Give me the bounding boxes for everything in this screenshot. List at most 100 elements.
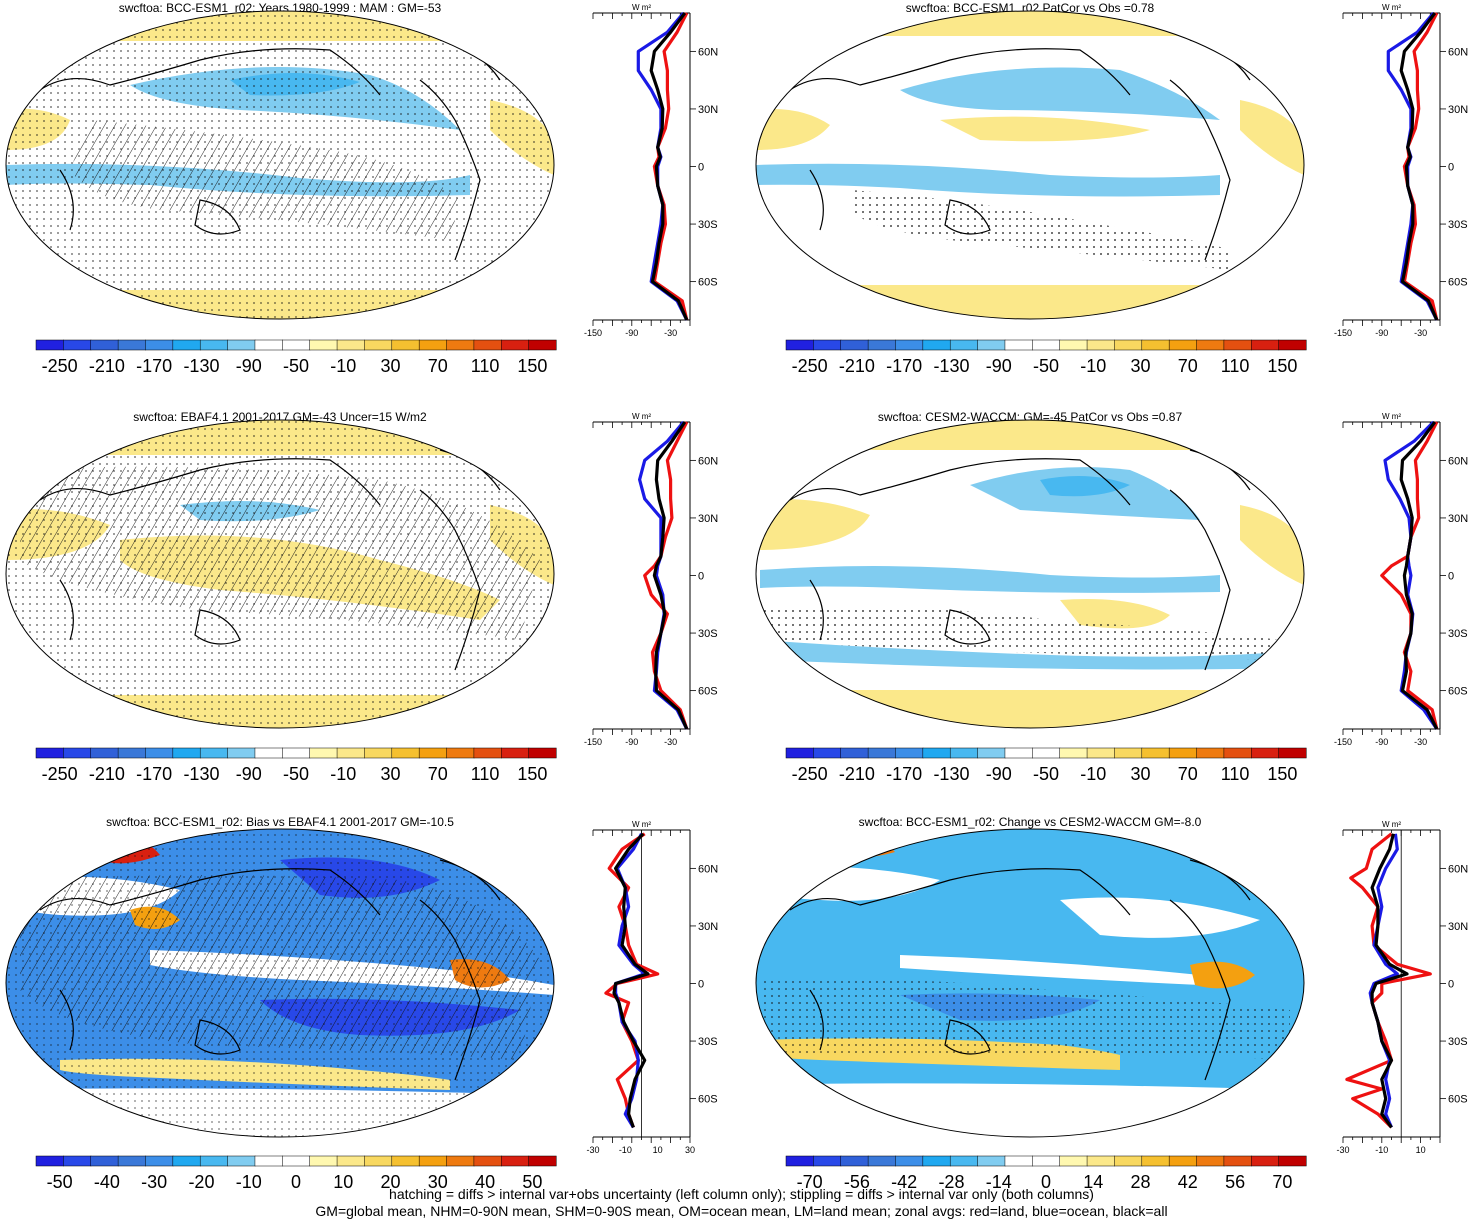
zonal-lat-label: 30N	[698, 921, 718, 933]
map-coastline	[39, 449, 501, 671]
panel-5: swcftoa: BCC-ESM1_r02: Change vs CESM2-W…	[755, 815, 1468, 1192]
colorbar-swatch	[1278, 1155, 1307, 1167]
zonal-ocean-line	[1386, 11, 1439, 321]
zonal-ocean-line	[1368, 833, 1399, 1129]
colorbar-label: 70	[1272, 1172, 1292, 1192]
colorbar-swatch	[172, 339, 201, 351]
colorbar-label: -10	[330, 764, 356, 784]
colorbar-swatch	[1114, 339, 1143, 351]
colorbar-label: 150	[517, 764, 547, 784]
colorbar-swatch	[949, 747, 979, 759]
panel-4-title: swcftoa: BCC-ESM1_r02: Bias vs EBAF4.1 2…	[106, 815, 454, 829]
colorbar-label: -90	[236, 764, 262, 784]
colorbar-swatch	[446, 339, 475, 351]
colorbar-swatch	[336, 339, 365, 351]
colorbar-swatch	[1168, 747, 1198, 759]
colorbar-swatch	[977, 1155, 1006, 1167]
colorbar-label: 30	[1131, 764, 1151, 784]
panel-1-colorbar: -250 -210 -170 -130 -90 -50 -10 30 70 110 150	[785, 339, 1307, 376]
colorbar-label: 10	[333, 1172, 353, 1192]
colorbar-swatch	[254, 747, 283, 759]
panel-2-title: swcftoa: EBAF4.1 2001-2017 GM=-43 Uncer=…	[133, 410, 427, 424]
colorbar-swatch	[1032, 1155, 1061, 1167]
colorbar-swatch	[785, 339, 814, 351]
colorbar-label: -50	[1033, 764, 1059, 784]
panel-2: swcftoa: EBAF4.1 2001-2017 GM=-43 Uncer=…	[5, 410, 718, 784]
colorbar-swatch	[1141, 339, 1170, 351]
zonal-lat-label: 0	[1448, 571, 1454, 583]
zonal-unit: W m²	[1382, 3, 1401, 12]
colorbar-swatch	[227, 747, 256, 759]
colorbar-label: -70	[797, 1172, 823, 1192]
colorbar-label: 14	[1083, 1172, 1103, 1192]
map-hatch	[70, 120, 460, 240]
colorbar-swatch	[501, 339, 530, 351]
colorbar-swatch	[391, 339, 420, 351]
colorbar-swatch	[895, 1155, 924, 1167]
panel-0: swcftoa: BCC-ESM1_r02: Years 1980-1999 :…	[5, 1, 718, 376]
colorbar-swatch	[309, 1155, 338, 1167]
zonal-unit: W m²	[632, 3, 651, 12]
colorbar-swatch	[840, 339, 869, 351]
colorbar-label: -90	[986, 764, 1012, 784]
zonal-lat-label: 60S	[1448, 277, 1468, 289]
colorbar-swatch	[418, 747, 448, 759]
colorbar-swatch	[254, 339, 283, 351]
map-stipple	[760, 606, 1280, 660]
map-blob-itcz-white	[900, 955, 1200, 985]
zonal-x-tick-label: -10	[1375, 1145, 1388, 1155]
colorbar-label: -130	[933, 356, 969, 376]
panel-0-map	[6, 11, 554, 319]
colorbar-label: 30	[381, 764, 401, 784]
zonal-all-line	[652, 421, 689, 730]
colorbar-swatch	[1223, 1155, 1252, 1167]
zonal-all-line	[649, 12, 689, 321]
colorbar-swatch	[336, 747, 365, 759]
colorbar-swatch	[867, 747, 897, 759]
zonal-x-tick-label: -30	[1336, 1145, 1349, 1155]
panel-1-zonal: W m² -150 -90 -30 60N 30N 0 30S 60S	[1334, 3, 1468, 338]
colorbar-swatch	[1032, 747, 1061, 759]
panel-5-colorbar: -70 -56 -42 -28 -14 0 14 28 42 56 70	[785, 1155, 1307, 1192]
zonal-lat-label: 60N	[698, 455, 718, 467]
zonal-unit: W m²	[1382, 820, 1401, 829]
colorbar-label: 20	[381, 1172, 401, 1192]
colorbar-label: -130	[933, 764, 969, 784]
colorbar-swatch	[63, 747, 92, 759]
colorbar-label: 110	[1221, 356, 1250, 376]
colorbar-label: 150	[1267, 764, 1297, 784]
colorbar-label: -130	[183, 356, 219, 376]
colorbar-swatch	[1059, 1155, 1088, 1167]
colorbar-swatch	[895, 747, 924, 759]
colorbar-swatch	[1032, 339, 1061, 351]
colorbar-swatch	[1196, 339, 1225, 351]
zonal-x-tick-label: -150	[584, 737, 602, 747]
colorbar-swatch	[1086, 747, 1115, 759]
panel-4-zonal: W m² -30 -10 10 30 60N 30N 0 30S 60S	[586, 820, 718, 1155]
colorbar-swatch	[117, 1155, 147, 1167]
zonal-lat-label: 60N	[1448, 863, 1468, 875]
colorbar-label: 70	[428, 764, 448, 784]
colorbar-label: 70	[1178, 356, 1198, 376]
colorbar-swatch	[1251, 1155, 1280, 1167]
colorbar-swatch	[977, 339, 1006, 351]
colorbar-swatch	[199, 1155, 229, 1167]
footer-line-1: hatching = diffs > internal var+obs unce…	[389, 1186, 1094, 1202]
zonal-lat-label: 30S	[1448, 1036, 1468, 1048]
map-band-north-yellow	[756, 420, 1304, 450]
panel-2-colorbar: -250 -210 -170 -130 -90 -50 -10 30 70 110 150	[35, 747, 557, 784]
colorbar-swatch	[309, 339, 338, 351]
colorbar-swatch	[528, 1155, 557, 1167]
colorbar-swatch	[1086, 1155, 1115, 1167]
colorbar-swatch	[977, 747, 1006, 759]
colorbar-swatch	[1251, 339, 1280, 351]
colorbar-label: -40	[94, 1172, 120, 1192]
zonal-x-tick-label: -150	[584, 328, 602, 338]
colorbar-swatch	[254, 1155, 283, 1167]
colorbar-label: -50	[283, 356, 309, 376]
colorbar-swatch	[1168, 1155, 1198, 1167]
colorbar-label: 30	[428, 1172, 448, 1192]
colorbar-swatch	[473, 339, 502, 351]
map-blob-itcz-blue	[756, 163, 1220, 197]
